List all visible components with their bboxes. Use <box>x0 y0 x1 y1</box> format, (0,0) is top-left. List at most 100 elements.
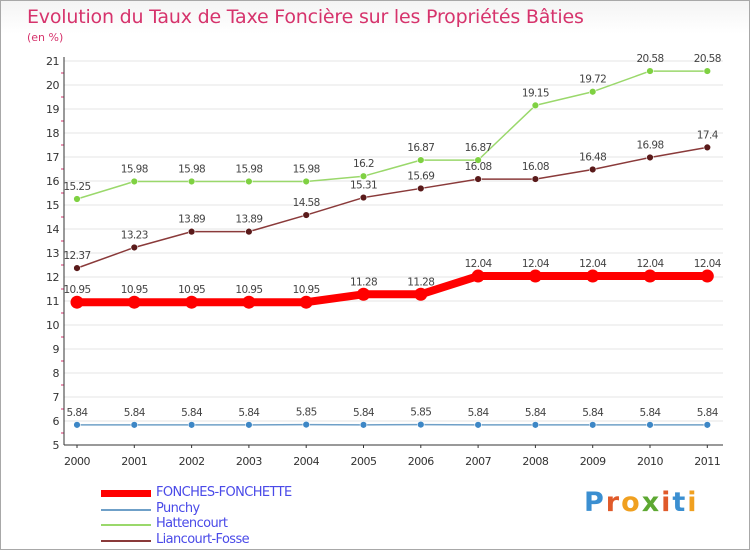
data-point <box>303 178 310 185</box>
data-label: 5.84 <box>582 407 604 419</box>
data-point <box>472 270 485 283</box>
data-point <box>589 88 596 95</box>
logo-letter: t <box>672 487 687 518</box>
data-label: 12.04 <box>522 258 550 270</box>
data-point <box>589 166 596 173</box>
data-label: 16.08 <box>465 161 492 173</box>
data-label: 5.84 <box>238 407 260 419</box>
data-point <box>300 296 313 309</box>
data-point <box>188 421 195 428</box>
legend-swatch <box>101 540 151 542</box>
x-tick-label: 2004 <box>293 455 319 468</box>
y-tick-label: 18 <box>46 127 59 140</box>
legend-swatch <box>101 509 151 511</box>
y-tick-label: 9 <box>53 343 60 356</box>
data-label: 16.98 <box>636 139 663 151</box>
grid-layer <box>64 61 723 445</box>
y-tick-label: 12 <box>46 271 59 284</box>
data-label: 12.04 <box>579 258 607 270</box>
data-point <box>188 228 195 235</box>
data-label: 16.87 <box>407 142 434 154</box>
data-label: 17.4 <box>697 129 719 141</box>
legend-swatch <box>101 524 151 526</box>
legend-label: Hattencourt <box>156 516 227 531</box>
y-tick-label: 5 <box>53 439 60 452</box>
data-label: 15.25 <box>63 181 90 193</box>
data-label: 12.04 <box>636 258 664 270</box>
data-label: 15.98 <box>178 163 205 175</box>
y-tick-label: 11 <box>46 295 59 308</box>
data-label: 16.2 <box>353 158 374 170</box>
data-point <box>71 296 84 309</box>
data-label: 5.84 <box>525 407 547 419</box>
x-tick-label: 2010 <box>637 455 663 468</box>
x-tick-label: 2008 <box>522 455 548 468</box>
y-tick-label: 17 <box>46 151 59 164</box>
x-tick-label: 2005 <box>351 455 377 468</box>
data-label: 10.95 <box>63 284 90 296</box>
data-label: 5.84 <box>640 407 662 419</box>
legend-swatch <box>101 490 151 497</box>
data-label: 15.98 <box>235 163 262 175</box>
x-tick-label: 2007 <box>465 455 491 468</box>
data-point <box>246 178 253 185</box>
data-point <box>128 296 141 309</box>
x-tick-label: 2002 <box>179 455 205 468</box>
data-point <box>586 270 599 283</box>
data-label: 5.85 <box>410 407 431 419</box>
data-label: 15.31 <box>350 180 377 192</box>
data-label: 15.98 <box>293 163 320 175</box>
data-point <box>246 228 253 235</box>
data-label: 13.89 <box>178 214 205 226</box>
data-point <box>589 421 596 428</box>
y-tick-label: 7 <box>53 391 60 404</box>
data-point <box>647 421 654 428</box>
logo-letter: o <box>621 487 642 518</box>
data-point <box>532 102 539 109</box>
data-label: 12.37 <box>63 250 90 262</box>
data-label: 10.95 <box>121 284 148 296</box>
data-label: 13.23 <box>121 229 148 241</box>
data-label: 16.87 <box>465 142 492 154</box>
data-label: 12.04 <box>465 258 493 270</box>
data-label: 19.72 <box>579 74 606 86</box>
data-label: 5.84 <box>353 407 375 419</box>
data-point <box>185 296 198 309</box>
data-point <box>414 288 427 301</box>
data-point <box>131 421 138 428</box>
data-label: 10.95 <box>293 284 320 296</box>
data-label: 5.84 <box>697 407 719 419</box>
data-point <box>417 421 424 428</box>
data-label: 11.28 <box>350 276 377 288</box>
x-tick-label: 2003 <box>236 455 262 468</box>
data-point <box>475 176 482 183</box>
data-label: 20.58 <box>636 53 663 65</box>
logo-letter: i <box>661 487 672 518</box>
data-point <box>701 270 714 283</box>
data-point <box>532 421 539 428</box>
data-label: 5.84 <box>124 407 146 419</box>
series-line-liancourt-fosse <box>77 147 707 268</box>
data-point <box>188 178 195 185</box>
proxiti-logo: Proxiti <box>584 487 699 518</box>
data-label: 5.85 <box>296 407 317 419</box>
data-point <box>131 178 138 185</box>
data-label: 10.95 <box>178 284 205 296</box>
data-label: 5.84 <box>67 407 89 419</box>
data-point <box>529 270 542 283</box>
data-point <box>131 244 138 251</box>
logo-letter: x <box>642 487 661 518</box>
data-point <box>644 270 657 283</box>
data-point <box>74 265 81 272</box>
data-point <box>74 421 81 428</box>
x-tick-label: 2001 <box>121 455 147 468</box>
data-point <box>246 421 253 428</box>
data-point <box>704 68 711 75</box>
data-label: 5.84 <box>468 407 490 419</box>
data-point <box>242 296 255 309</box>
y-tick-label: 13 <box>46 247 59 260</box>
data-label: 13.89 <box>235 214 262 226</box>
